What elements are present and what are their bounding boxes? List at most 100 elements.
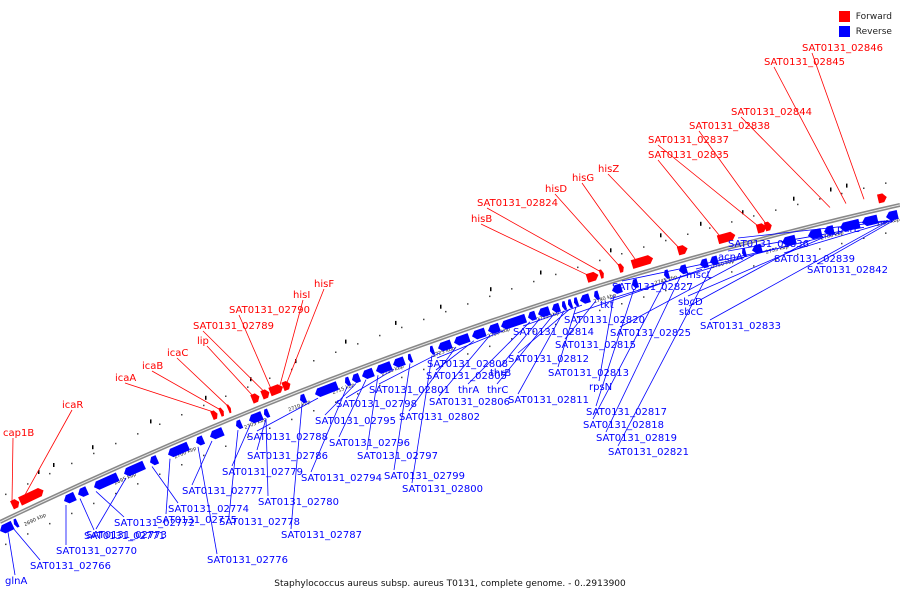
forward-guide-dot xyxy=(247,386,249,388)
forward-gene-arrow xyxy=(210,410,218,421)
reverse-guide-dot xyxy=(247,436,249,438)
reverse-gene-label: SAT0131_02819 xyxy=(596,433,677,444)
reverse-guide-dot xyxy=(709,277,711,279)
feature-mark xyxy=(150,419,152,424)
reverse-guide-dot xyxy=(49,522,51,525)
reverse-gene-label: SAT0131_02811 xyxy=(508,395,589,406)
forward-gene xyxy=(755,223,767,234)
reverse-gene-arrow xyxy=(407,353,414,363)
reverse-leader-line xyxy=(290,404,303,530)
reverse-guide-dot xyxy=(181,464,183,466)
reverse-gene-arrow xyxy=(13,518,20,528)
forward-guide-dot xyxy=(819,198,821,200)
reverse-gene-label: SAT0131_02799 xyxy=(384,471,465,482)
feature-mark xyxy=(742,210,744,215)
reverse-gene-label: acnA xyxy=(718,252,743,263)
reverse-gene xyxy=(612,283,623,294)
reverse-leader-line xyxy=(310,386,348,473)
reverse-leader-line xyxy=(617,266,713,447)
reverse-guide-dot xyxy=(621,303,623,305)
reverse-leader-line xyxy=(378,352,441,385)
reverse-guide-dot xyxy=(731,271,733,273)
reverse-gene xyxy=(594,290,601,301)
reverse-gene-label: SAT0131_02786 xyxy=(247,451,328,462)
reverse-gene xyxy=(472,327,487,340)
genome-caption: Staphylococcus aureus subsp. aureus T013… xyxy=(274,579,626,589)
forward-gene-label: cap1B xyxy=(3,428,34,439)
reverse-gene-arrow xyxy=(300,393,308,404)
forward-guide-dot xyxy=(731,221,733,223)
forward-gene-arrow xyxy=(250,393,260,404)
forward-gene-arrow xyxy=(755,223,767,234)
reverse-gene-arrow xyxy=(612,283,623,294)
reverse-gene-label: SAT0131_02775 xyxy=(156,515,237,526)
forward-leader-line xyxy=(698,130,767,225)
forward-gene-label: SAT0131_02838 xyxy=(689,121,770,132)
reverse-guide-dot xyxy=(599,309,601,312)
reverse-leader-line xyxy=(595,288,635,407)
feature-mark xyxy=(793,196,795,201)
reverse-guide-dot xyxy=(379,384,381,387)
reverse-gene-label: SAT0131_02780 xyxy=(258,497,339,508)
reverse-gene-arrow xyxy=(0,520,15,534)
reverse-gene-label: SAT0131_02833 xyxy=(700,321,781,332)
reverse-gene-label: SAT0131_02839 xyxy=(774,254,855,265)
reverse-gene-label: SAT0131_02808 xyxy=(427,359,508,370)
reverse-leader-line xyxy=(687,236,827,297)
reverse-leader-line xyxy=(345,368,395,399)
reverse-gene-arrow xyxy=(94,472,120,490)
reverse-gene-arrow xyxy=(438,339,453,352)
reverse-gene-label: SAT0131_02815 xyxy=(555,340,636,351)
feature-mark xyxy=(490,287,492,292)
reverse-gene-label: glnA xyxy=(5,576,27,587)
feature-mark xyxy=(38,470,40,474)
feature-mark xyxy=(440,304,442,309)
reverse-leader-line xyxy=(517,310,565,395)
reverse-gene-label: SAT0131_02827 xyxy=(612,282,693,293)
reverse-gene xyxy=(376,361,393,374)
forward-leader-line xyxy=(657,159,721,237)
feature-mark xyxy=(610,248,612,253)
forward-guide-dot xyxy=(555,273,557,276)
feature-mark xyxy=(830,187,832,192)
forward-gene-arrow xyxy=(281,380,291,392)
reverse-leader-line xyxy=(522,304,583,327)
forward-guide-dot xyxy=(841,192,843,195)
reverse-guide-dot xyxy=(313,410,315,412)
reverse-guide-dot xyxy=(841,242,843,245)
reverse-gene-label: SAT0131_02800 xyxy=(402,484,483,495)
reverse-gene xyxy=(0,520,15,534)
reverse-guide-dot xyxy=(357,393,359,395)
forward-guide-dot xyxy=(115,442,117,445)
reverse-gene-arrow xyxy=(488,322,501,334)
reverse-gene-label: SAT0131_02776 xyxy=(207,555,288,566)
forward-guide-dot xyxy=(665,239,667,242)
forward-gene-arrow xyxy=(617,263,624,273)
reverse-leader-line xyxy=(816,219,895,265)
reverse-gene-arrow xyxy=(594,290,601,301)
reverse-gene-arrow xyxy=(710,255,719,266)
reverse-gene-arrow xyxy=(315,381,339,397)
reverse-gene-arrow xyxy=(454,333,471,346)
reverse-leader-line xyxy=(165,458,171,515)
reverse-gene-arrow xyxy=(196,435,206,446)
reverse-leader-line xyxy=(191,440,213,486)
legend-forward: Forward xyxy=(838,9,892,24)
reverse-guide-dot xyxy=(775,259,777,261)
forward-leader-line xyxy=(238,314,272,389)
reverse-gene-label: SAT0131_02795 xyxy=(315,416,396,427)
legend-reverse-label: Reverse xyxy=(855,26,892,37)
reverse-guide-dot xyxy=(159,473,161,475)
forward-guide-dot xyxy=(203,404,205,407)
reverse-leader-line xyxy=(256,418,267,451)
forward-gene-arrow xyxy=(218,407,224,417)
reverse-gene-label: SAT0131_02818 xyxy=(583,420,664,431)
forward-guide-dot xyxy=(5,493,7,496)
reverse-guide-dot xyxy=(445,360,447,363)
legend-reverse: Reverse xyxy=(838,24,892,39)
forward-gene-label: SAT0131_02837 xyxy=(648,135,729,146)
reverse-gene-label: SAT0131_02798 xyxy=(336,399,417,410)
forward-leader-line xyxy=(176,357,229,407)
reverse-gene xyxy=(501,313,528,330)
reverse-leader-line xyxy=(609,257,745,300)
